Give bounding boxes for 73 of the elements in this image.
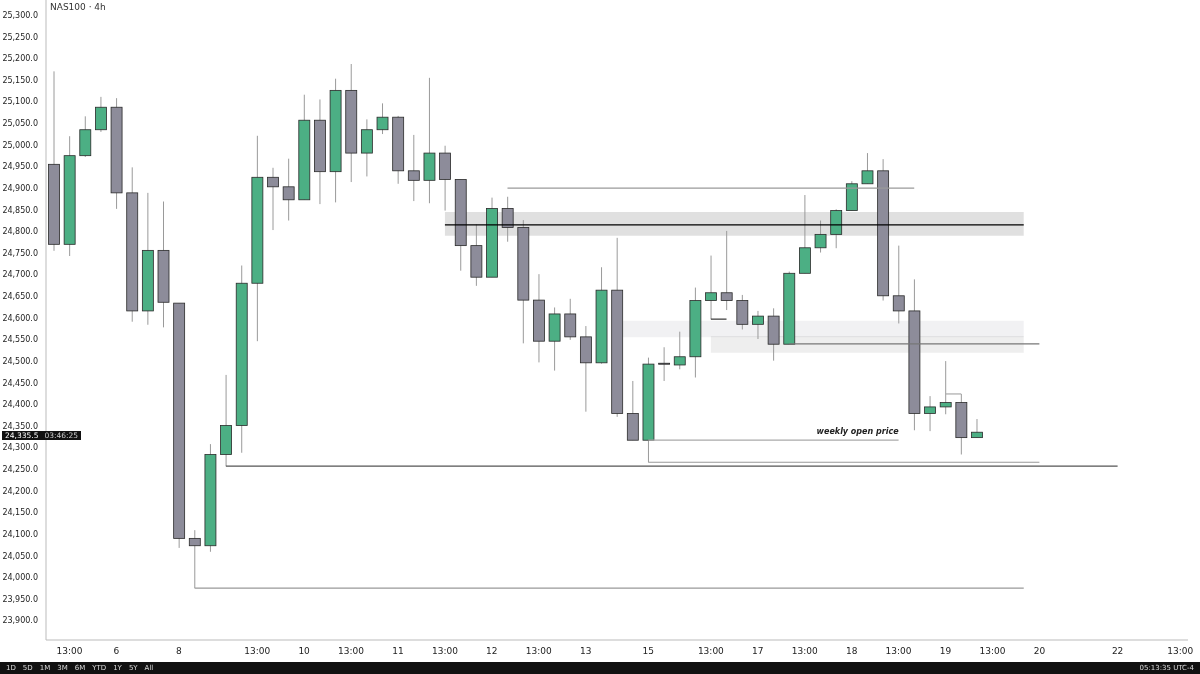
x-tick-label: 19 xyxy=(939,646,952,657)
x-tick-label: 17 xyxy=(752,646,764,657)
x-tick-label: 12 xyxy=(486,646,498,657)
candlestick xyxy=(814,220,827,254)
y-tick-label: 24,850.0 xyxy=(2,205,38,215)
y-tick-label: 23,900.0 xyxy=(2,616,38,626)
candlestick xyxy=(267,167,279,231)
x-tick-label: 13:00 xyxy=(697,646,725,657)
candlestick xyxy=(282,158,295,222)
x-tick-label: 13:00 xyxy=(431,646,459,657)
x-tick-label: 10 xyxy=(298,646,311,657)
candlestick xyxy=(752,310,764,340)
candlestick xyxy=(892,245,905,324)
x-tick-label: 8 xyxy=(176,646,183,657)
x-tick-label: 13:00 xyxy=(525,646,553,657)
x-tick-label: 18 xyxy=(845,646,858,657)
y-tick-label: 25,150.0 xyxy=(2,75,38,85)
y-tick-label: 25,200.0 xyxy=(2,54,38,64)
candlestick xyxy=(501,196,514,243)
y-tick-label: 25,050.0 xyxy=(2,119,38,129)
y-tick-label: 24,750.0 xyxy=(2,248,38,258)
x-tick-label: 13 xyxy=(579,646,592,657)
chart-title: NAS100 · 4h xyxy=(50,2,106,12)
y-tick-label: 24,950.0 xyxy=(2,162,38,172)
y-tick-label: 24,900.0 xyxy=(2,183,38,193)
y-tick-label: 24,800.0 xyxy=(2,227,38,237)
candlestick xyxy=(720,230,733,311)
y-tick-label: 24,000.0 xyxy=(2,573,38,583)
x-tick-label: 22 xyxy=(1111,646,1124,657)
candlestick xyxy=(564,298,577,341)
y-tick-label: 24,300.0 xyxy=(2,443,38,453)
y-tick-label: 24,050.0 xyxy=(2,551,38,561)
y-tick-label: 24,450.0 xyxy=(2,378,38,388)
candlestick xyxy=(971,418,983,439)
candlestick xyxy=(736,294,749,331)
candlestick xyxy=(861,152,874,185)
x-tick-label: 13:00 xyxy=(885,646,912,657)
candlestick xyxy=(830,208,843,249)
candlestick xyxy=(407,134,420,202)
y-tick-label: 25,000.0 xyxy=(2,140,38,150)
y-tick-label: 24,650.0 xyxy=(2,292,38,302)
y-tick-label: 24,400.0 xyxy=(2,400,38,410)
y-tick-label: 24,100.0 xyxy=(2,529,38,539)
y-tick-label: 24,600.0 xyxy=(2,313,38,323)
x-tick-label: 13:00 xyxy=(338,646,365,657)
y-tick-label: 24,700.0 xyxy=(2,270,38,280)
x-tick-label: 20 xyxy=(1033,646,1046,657)
x-tick-label: 15 xyxy=(642,646,655,657)
candlestick xyxy=(376,102,389,135)
candlestick xyxy=(95,96,107,133)
y-tick-label: 24,350.0 xyxy=(2,421,38,431)
y-tick-label: 25,300.0 xyxy=(2,10,38,20)
y-tick-label: 25,100.0 xyxy=(2,97,38,107)
y-tick-label: 23,950.0 xyxy=(2,594,38,604)
candlestick xyxy=(924,395,936,432)
candlestick xyxy=(658,346,671,382)
y-tick-label: 24,250.0 xyxy=(2,465,38,475)
y-tick-label: 25,250.0 xyxy=(2,32,38,42)
x-tick-label: 11 xyxy=(392,646,404,657)
candlestick xyxy=(360,118,373,177)
x-tick-label: 13:00 xyxy=(56,646,83,657)
x-tick-label: 13:00 xyxy=(1167,646,1194,657)
x-tick-label: 13:00 xyxy=(244,646,271,657)
candlestick xyxy=(939,360,952,415)
x-tick-label: 13:00 xyxy=(979,646,1006,657)
annotation: weekly open price xyxy=(816,427,899,437)
y-tick-label: 24,550.0 xyxy=(2,335,38,345)
candlestick xyxy=(673,331,686,370)
x-tick-label: 13:00 xyxy=(791,646,818,657)
y-tick-label: 24,150.0 xyxy=(2,508,38,518)
y-tick-label: 24,200.0 xyxy=(2,486,38,496)
y-tick-label: 24,500.0 xyxy=(2,356,38,366)
x-tick-label: 6 xyxy=(113,646,120,657)
